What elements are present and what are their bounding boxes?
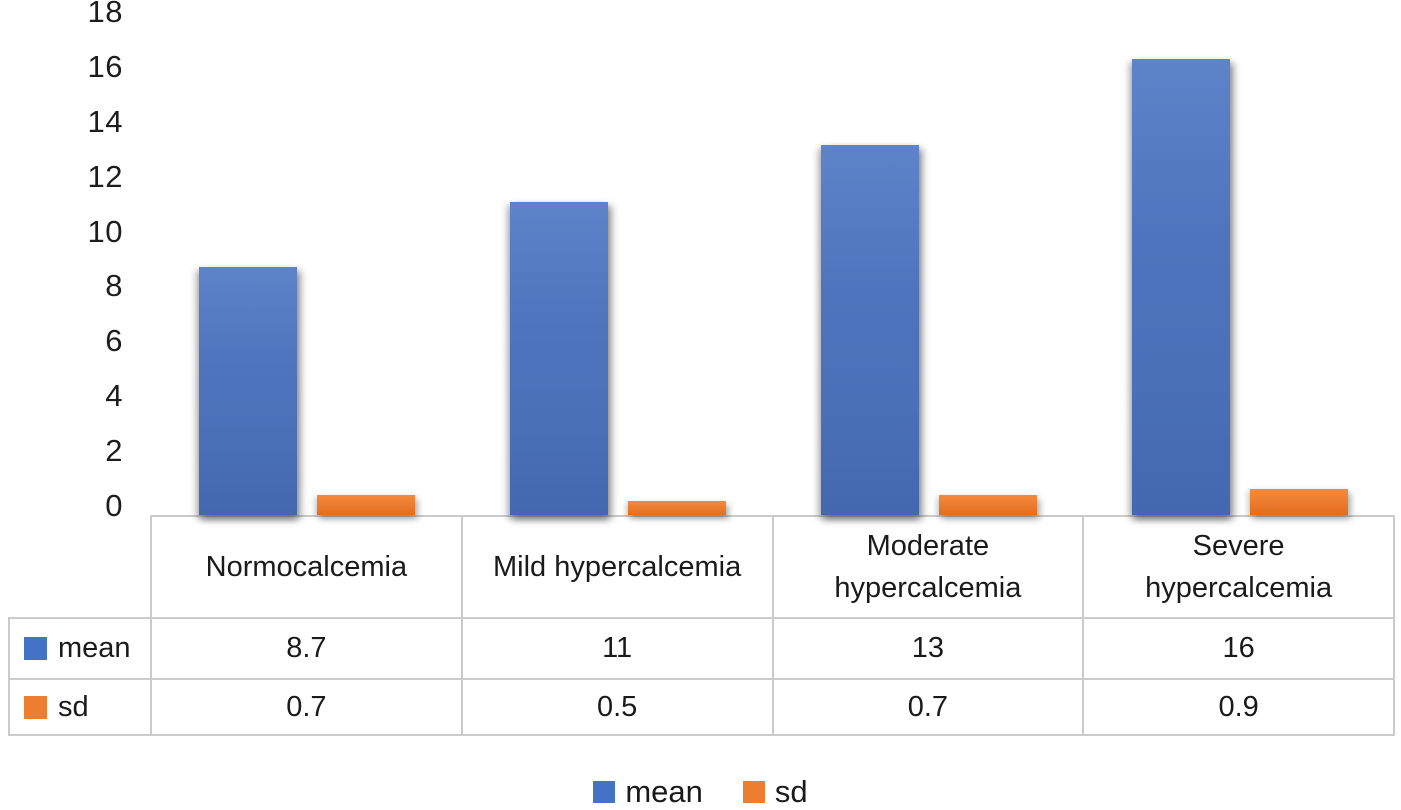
table-cell-mean-mild: 11 bbox=[462, 619, 774, 680]
row-header-mean: mean bbox=[8, 619, 152, 680]
category-label: Severe hypercalcemia bbox=[1145, 529, 1333, 604]
bar-mean-moderate-hypercalcemia bbox=[820, 144, 919, 515]
table-cell-sd-moderate: 0.7 bbox=[773, 680, 1085, 736]
mean-color-swatch-icon bbox=[24, 637, 47, 660]
y-axis-tick-label: 0 bbox=[105, 488, 123, 523]
row-header-sd: sd bbox=[8, 680, 152, 736]
bar-sd-normocalcemia bbox=[317, 495, 416, 515]
y-axis-tick-label: 16 bbox=[87, 48, 123, 84]
legend-item-sd: sd bbox=[742, 774, 808, 810]
y-axis: 0 2 4 6 8 10 12 14 16 18 bbox=[0, 0, 123, 523]
y-axis-tick-label: 8 bbox=[105, 268, 123, 304]
bar-sd-mild-hypercalcemia bbox=[628, 500, 727, 515]
legend-item-mean: mean bbox=[593, 774, 703, 810]
table-cell-sd-mild: 0.5 bbox=[462, 680, 774, 736]
category-header-severe-hypercalcemia: Severe hypercalcemia bbox=[1084, 515, 1395, 619]
bar-group-moderate-hypercalcemia bbox=[774, 0, 1085, 515]
table-cell-sd-severe: 0.9 bbox=[1084, 680, 1395, 736]
y-axis-tick-label: 14 bbox=[87, 103, 123, 139]
table-cell-sd-normocalcemia: 0.7 bbox=[152, 680, 463, 736]
legend-label-sd: sd bbox=[774, 774, 808, 809]
category-header-mild-hypercalcemia: Mild hypercalcemia bbox=[462, 515, 774, 619]
bar-mean-mild-hypercalcemia bbox=[510, 201, 609, 515]
series-name-sd: sd bbox=[58, 690, 89, 723]
bar-group-severe-hypercalcemia bbox=[1084, 0, 1395, 515]
y-axis-tick-label: 6 bbox=[105, 323, 123, 359]
bar-mean-severe-hypercalcemia bbox=[1131, 59, 1230, 515]
bar-sd-severe-hypercalcemia bbox=[1249, 489, 1348, 515]
y-axis-tick-label: 2 bbox=[105, 433, 123, 469]
mean-legend-swatch-icon bbox=[593, 781, 616, 803]
category-label: Mild hypercalcemia bbox=[493, 550, 742, 583]
y-axis-tick-label: 12 bbox=[87, 158, 123, 194]
y-axis-tick-label: 4 bbox=[105, 378, 123, 414]
table-cell-mean-moderate: 13 bbox=[773, 619, 1085, 680]
category-label: Normocalcemia bbox=[205, 550, 408, 583]
y-axis-tick-label: 10 bbox=[87, 213, 123, 249]
bar-group-normocalcemia bbox=[152, 0, 463, 515]
legend-label-mean: mean bbox=[625, 774, 703, 809]
y-axis-tick-label: 18 bbox=[87, 0, 123, 29]
bar-mean-normocalcemia bbox=[199, 267, 298, 515]
table-cell-mean-normocalcemia: 8.7 bbox=[152, 619, 463, 680]
sd-legend-swatch-icon bbox=[742, 781, 765, 803]
chart-legend: mean sd bbox=[0, 772, 1401, 810]
category-header-normocalcemia: Normocalcemia bbox=[152, 515, 463, 619]
data-table: Normocalcemia Mild hypercalcemia Moderat… bbox=[8, 515, 1395, 736]
plot-area bbox=[152, 0, 1395, 515]
bar-sd-moderate-hypercalcemia bbox=[938, 495, 1037, 515]
table-cell-mean-severe: 16 bbox=[1084, 619, 1395, 680]
sd-color-swatch-icon bbox=[24, 695, 47, 719]
data-table-corner-cell bbox=[8, 515, 152, 619]
category-header-moderate-hypercalcemia: Moderate hypercalcemia bbox=[773, 515, 1085, 619]
bar-group-mild-hypercalcemia bbox=[463, 0, 774, 515]
series-name-mean: mean bbox=[58, 632, 131, 664]
category-label: Moderate hypercalcemia bbox=[834, 529, 1022, 604]
